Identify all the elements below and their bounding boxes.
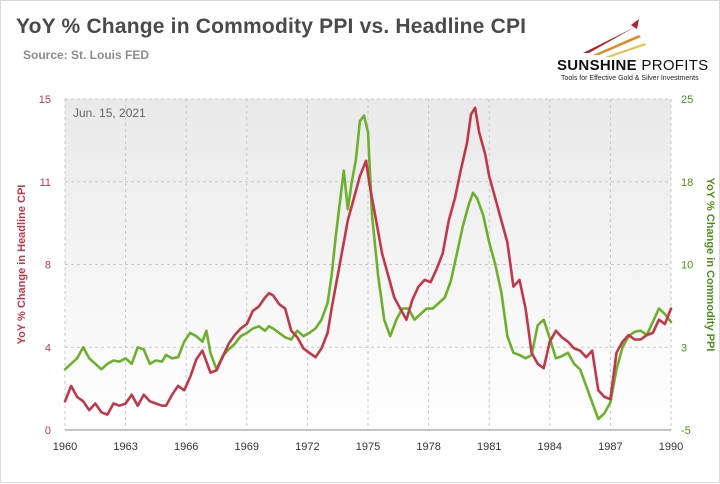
logo-name-bold: SUNSHINE (557, 57, 637, 74)
y-left-tick-label: 4 (45, 342, 51, 354)
x-tick-label: 1966 (174, 441, 198, 453)
y-right-tick-label: 25 (681, 94, 693, 106)
y-left-tick-label: 11 (40, 177, 51, 189)
cpi-series-line (63, 106, 673, 416)
x-tick-label: 1963 (113, 441, 137, 453)
x-tick-label: 1987 (598, 441, 622, 453)
x-tick-label: 1978 (416, 441, 440, 453)
date-annotation: Jun. 15, 2021 (73, 106, 146, 120)
y-right-tick-label: 18 (681, 177, 693, 189)
logo-swoosh-icon (583, 19, 646, 57)
x-tick-label: 1981 (477, 441, 501, 453)
y-axis-label-left: YoY % Change in Headline CPI (16, 185, 28, 345)
chart-title: YoY % Change in Commodity PPI vs. Headli… (16, 15, 527, 38)
x-tick-label: 1969 (235, 441, 259, 453)
y-left-tick-label: 15 (39, 94, 51, 106)
logo-tagline: Tools for Effective Gold & Silver Invest… (561, 75, 699, 82)
y-left-tick-label: 8 (45, 260, 51, 272)
chart-source: Source: St. Louis FED (23, 48, 150, 62)
y-axis-label-right: YoY % Change in Commodity PPI (704, 178, 716, 352)
x-tick-label: 1960 (53, 441, 77, 453)
logo-name: SUNSHINE PROFITS (557, 57, 709, 74)
sunshine-profits-logo: SUNSHINE PROFITS Tools for Effective Gol… (553, 15, 713, 85)
axes: 1960 1963 1966 1969 1972 1975 1978 1981 1984 1987… (39, 94, 694, 453)
y-right-tick-label: 3 (681, 342, 687, 354)
y-right-tick-label: -5 (681, 425, 691, 437)
x-tick-label: 1984 (538, 441, 562, 453)
logo-name-light: PROFITS (636, 57, 709, 74)
series-group (63, 106, 673, 421)
x-tick-label: 1972 (295, 441, 319, 453)
ppi-series-line (63, 114, 673, 421)
x-tick-label: 1990 (659, 441, 683, 453)
y-right-tick-label: 10 (681, 260, 693, 272)
y-left-tick-label: 0 (45, 425, 51, 437)
x-tick-label: 1975 (356, 441, 380, 453)
